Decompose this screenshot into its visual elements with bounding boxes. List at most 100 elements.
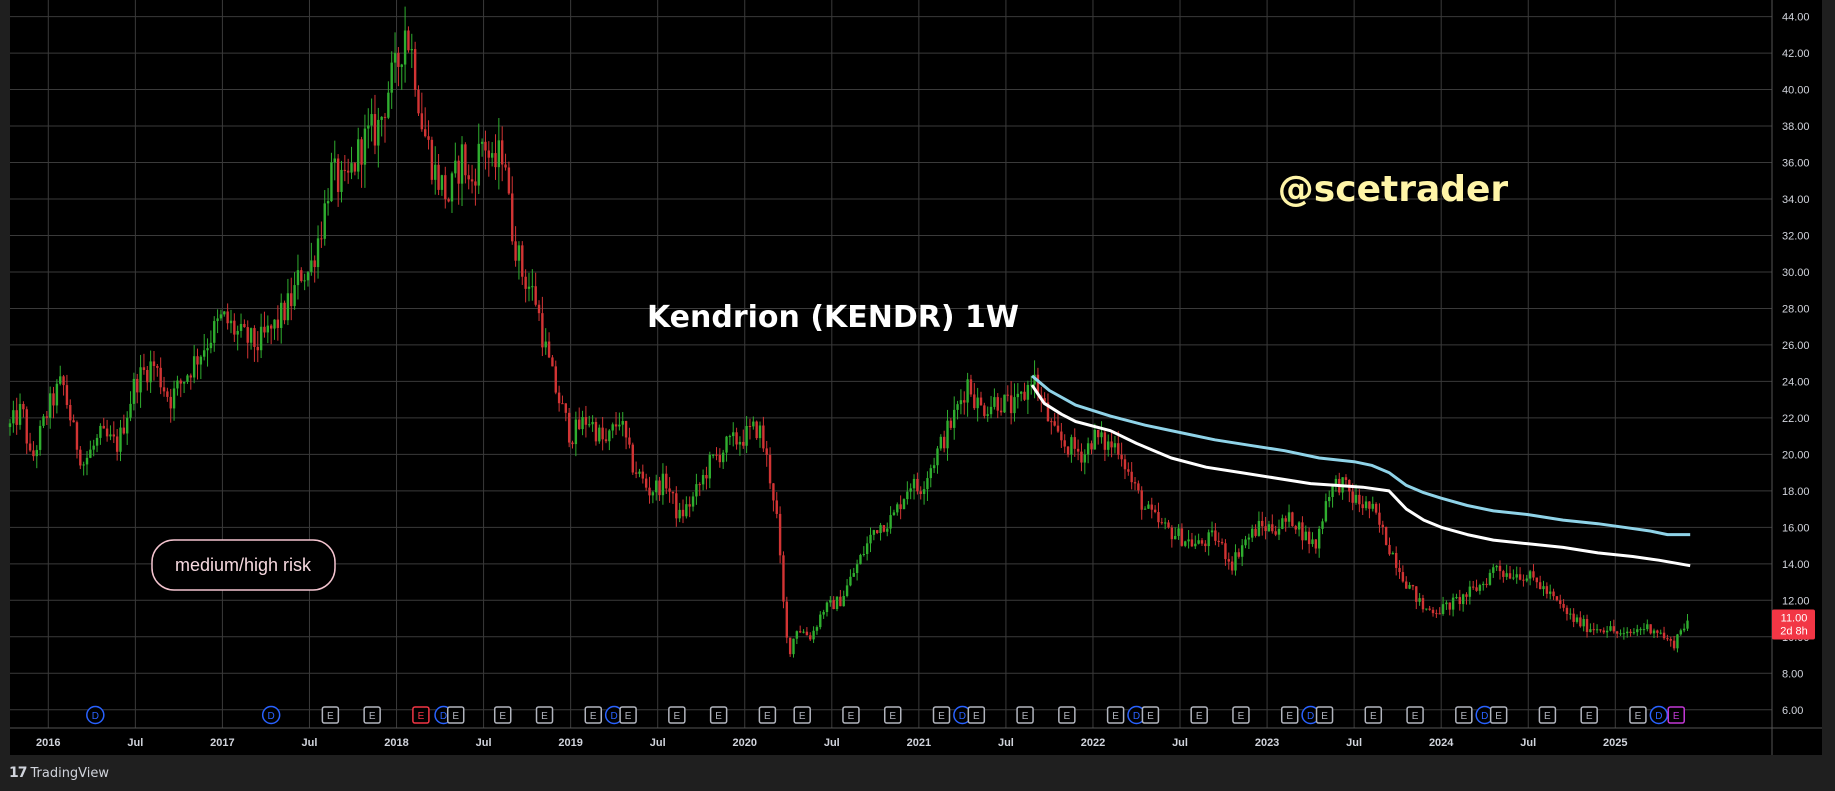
earnings-marker [535, 706, 554, 724]
candle-body [179, 380, 182, 384]
last-price-label: 11.00 [1781, 613, 1808, 625]
candle-body [1080, 451, 1083, 463]
candle-body [855, 564, 859, 574]
candle-body [1545, 586, 1549, 594]
x-tick-label: Jul [824, 737, 840, 749]
candle-body [497, 140, 501, 168]
y-tick-label: 24.00 [1782, 376, 1810, 388]
candle-body [1093, 429, 1097, 450]
dividend-marker-label: D [1481, 711, 1488, 722]
candle-body [1056, 425, 1060, 432]
candle-body [762, 425, 765, 449]
earnings-marker [1190, 706, 1208, 724]
candle-body [594, 421, 598, 442]
candle-body [685, 504, 688, 517]
candle-body [79, 449, 82, 466]
candle-body [407, 30, 410, 51]
candle-body [578, 419, 581, 430]
candle-body [1086, 443, 1090, 455]
candle-body [1177, 528, 1180, 536]
earnings-marker [1016, 706, 1034, 724]
candle-body [22, 403, 25, 410]
candle-body [1214, 530, 1217, 541]
candle-body [879, 525, 882, 534]
candle-body [1224, 543, 1227, 560]
candle-body [480, 141, 484, 144]
candle-body [1682, 628, 1686, 631]
candle-body [631, 444, 634, 473]
candle-body [95, 437, 99, 446]
candle-body [343, 169, 347, 171]
candle-body [199, 356, 203, 365]
candle-body [340, 169, 343, 192]
earnings-marker-label: E [1112, 711, 1119, 722]
candle-body [296, 270, 300, 286]
earnings-marker [842, 706, 860, 724]
x-tick-label: Jul [1346, 737, 1362, 749]
candle-body [1287, 512, 1291, 522]
candle-body [162, 387, 166, 392]
dividend-marker-label: D [611, 711, 618, 722]
candle-body [256, 346, 259, 351]
candle-body [1552, 591, 1555, 597]
earnings-marker-label: E [1147, 711, 1154, 722]
candle-body [584, 417, 588, 425]
candle-body [1227, 559, 1230, 562]
candle-body [206, 348, 209, 351]
candle-body [1438, 613, 1441, 615]
candle-body [28, 443, 32, 451]
candle-body [534, 286, 537, 305]
candle-body [1612, 626, 1616, 632]
earnings-marker [967, 706, 986, 724]
candle-body [316, 238, 320, 268]
candle-body [1200, 540, 1204, 544]
dividend-marker-label: D [1655, 711, 1662, 722]
tradingview-logo[interactable]: 17 TradingView [9, 765, 109, 781]
candle-body [1157, 512, 1160, 523]
candle-body [1542, 586, 1545, 590]
candle-body [1066, 446, 1070, 455]
candle-body [1150, 504, 1153, 510]
candle-body [1428, 608, 1431, 610]
candle-body [115, 436, 119, 452]
candle-body [718, 454, 722, 463]
last-price-countdown: 2d 8h [1780, 626, 1808, 638]
chart-title: Kendrion (KENDR) 1W [647, 300, 1019, 335]
candle-body [363, 128, 367, 165]
x-tick-label: Jul [302, 737, 318, 749]
candle-body [953, 409, 956, 428]
candle-body [59, 376, 62, 384]
candle-body [300, 270, 303, 281]
candle-body [604, 439, 608, 442]
candle-body [1636, 629, 1639, 633]
candle-body [511, 193, 514, 242]
grid [10, 0, 1772, 728]
candle-body [1421, 598, 1425, 610]
candle-body [902, 499, 906, 510]
candle-body [778, 513, 782, 556]
candle-body [989, 406, 993, 415]
risk-annotation-box [151, 539, 336, 591]
candle-body [102, 425, 105, 429]
x-tick-label: 2017 [210, 737, 234, 749]
candle-body [434, 164, 437, 180]
candle-body [1415, 586, 1418, 602]
candle-body [611, 424, 614, 431]
candle-body [1281, 518, 1284, 529]
candle-body [1492, 567, 1495, 573]
candle-body [437, 164, 440, 190]
candle-body [1140, 490, 1143, 510]
earnings-marker-label: E [848, 711, 855, 722]
candle-body [1401, 572, 1405, 582]
candle-body [1676, 634, 1679, 649]
plot-background [10, 0, 1772, 728]
x-tick-label: Jul [1520, 737, 1536, 749]
candle-body [648, 487, 651, 496]
earnings-marker [446, 706, 465, 724]
candle-body [541, 313, 544, 348]
candle-body [420, 113, 424, 130]
candle-body [1649, 624, 1652, 634]
candle-body [89, 449, 92, 458]
candle-body [1518, 574, 1522, 580]
